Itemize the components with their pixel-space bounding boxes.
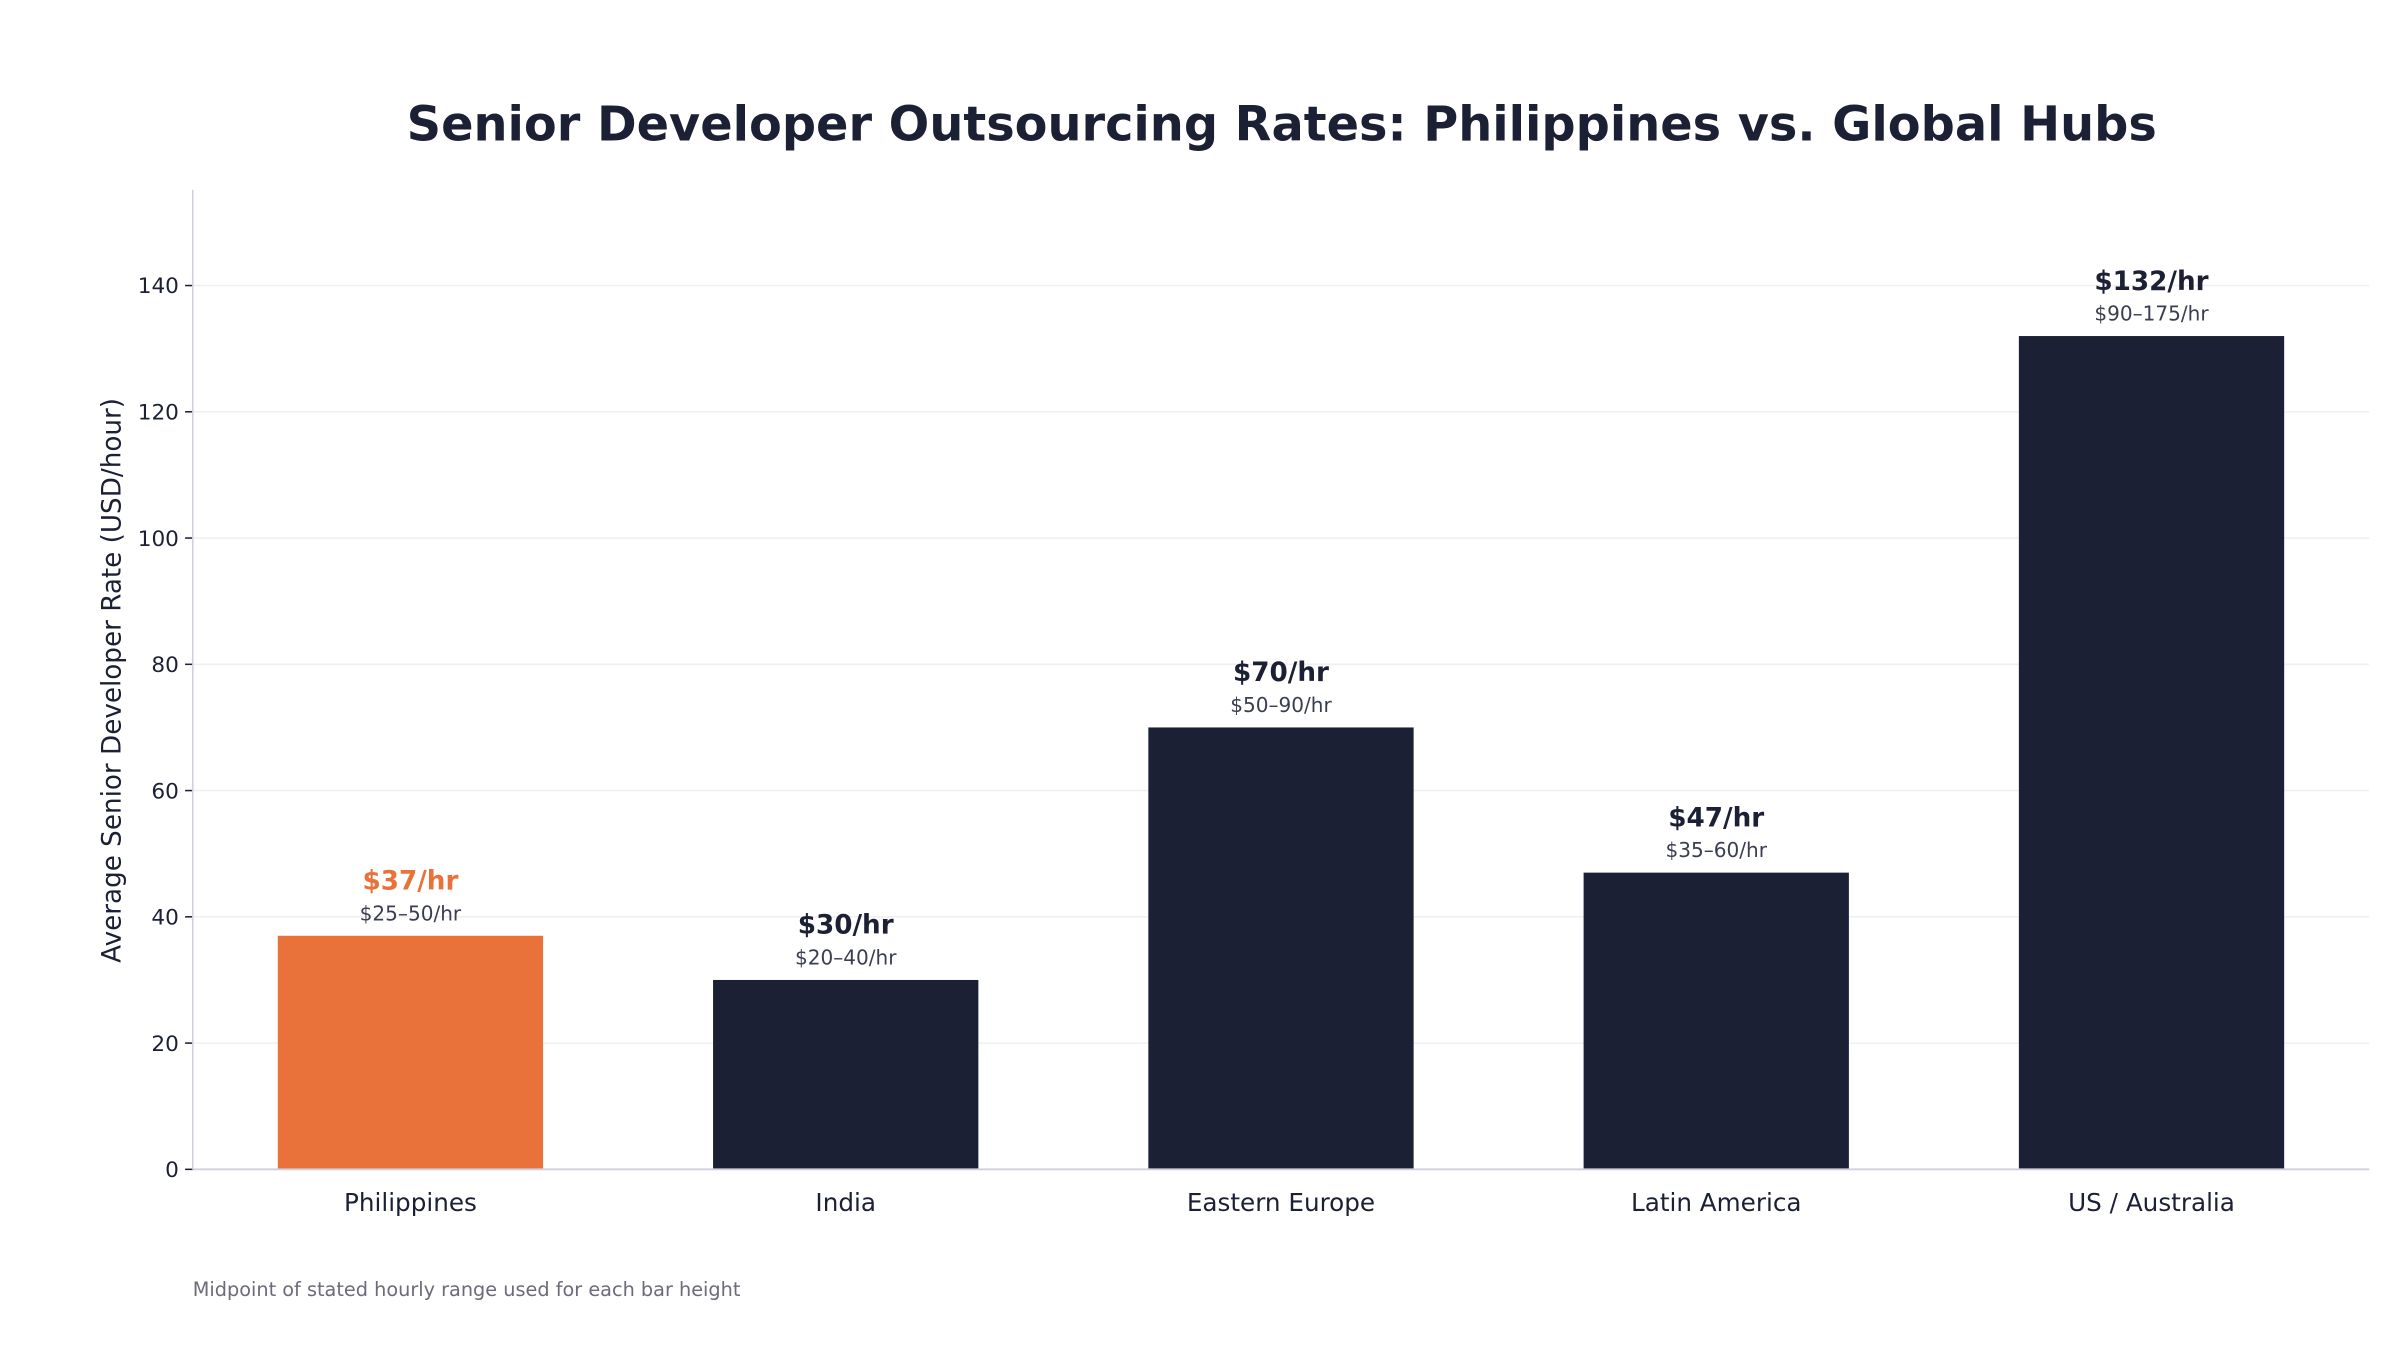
x-tick-label: Eastern Europe — [1187, 1188, 1375, 1217]
x-tick-label: Latin America — [1631, 1188, 1802, 1217]
bar-philippines — [277, 935, 544, 1170]
x-tick-label: Philippines — [344, 1188, 477, 1217]
range-label: $20–40/hr — [795, 946, 897, 970]
value-label: $47/hr — [1668, 803, 1764, 833]
bar-india — [713, 979, 979, 1170]
value-label: $70/hr — [1233, 658, 1329, 688]
y-tick-label: 60 — [151, 779, 178, 804]
range-label: $90–175/hr — [2094, 302, 2209, 326]
range-label: $35–60/hr — [1665, 838, 1767, 862]
bar-us-australia — [2018, 336, 2285, 1170]
y-tick-label: 20 — [151, 1032, 178, 1057]
bar-eastern-europe — [1148, 727, 1414, 1170]
x-axis: Philippines India Eastern Europe Latin Amer… — [192, 1168, 2370, 1217]
x-tick-label: US / Australia — [2068, 1188, 2235, 1217]
range-label: $25–50/hr — [360, 901, 462, 925]
bar-latin-america — [1583, 872, 1849, 1170]
y-tick-label: 100 — [138, 527, 179, 552]
y-tick-label: 40 — [151, 906, 178, 931]
value-label: $132/hr — [2094, 267, 2208, 297]
y-tick-label: 140 — [138, 274, 179, 299]
value-label: $30/hr — [798, 911, 894, 941]
bars: $37/hr $25–50/hr $30/hr $20–40/hr $70/hr $50–… — [277, 267, 2285, 1170]
y-axis-label: Average Senior Developer Rate (USD/hour) — [97, 398, 127, 963]
chart-title: Senior Developer Outsourcing Rates: Phil… — [407, 98, 2157, 153]
range-label: $50–90/hr — [1230, 693, 1332, 717]
value-label: $37/hr — [362, 866, 458, 896]
y-tick-label: 80 — [151, 653, 178, 678]
y-axis: 0 20 40 60 80 100 120 140 — [138, 189, 194, 1183]
x-tick-label: India — [815, 1188, 876, 1217]
y-tick-label: 0 — [165, 1158, 179, 1183]
y-tick-label: 120 — [138, 401, 179, 426]
footnote: Midpoint of stated hourly range used for… — [193, 1278, 741, 1301]
